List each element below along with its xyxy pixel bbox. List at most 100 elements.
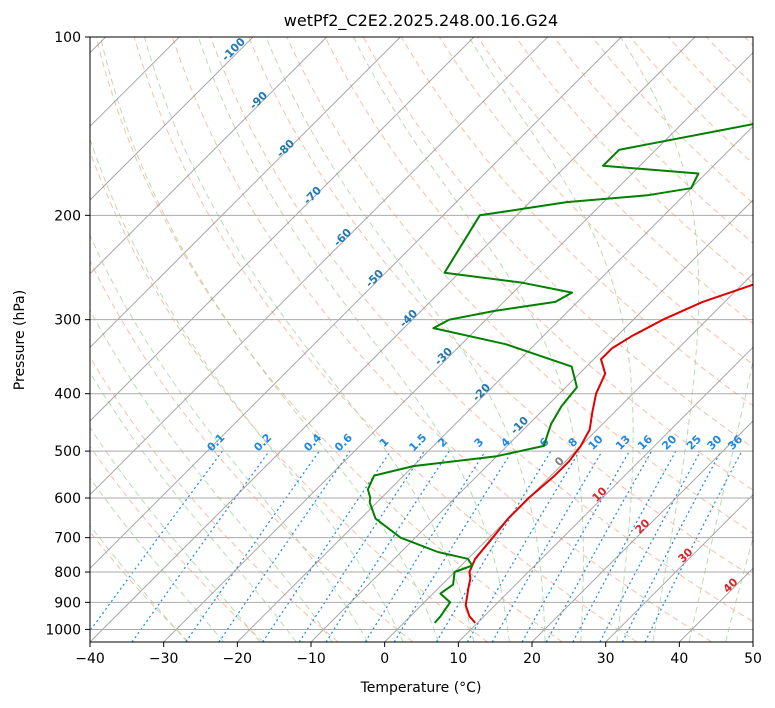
mixing-ratio-label: 16 xyxy=(635,432,655,452)
isotherms xyxy=(90,37,753,642)
isotherm-line xyxy=(90,37,254,201)
dry-adiabat xyxy=(90,356,339,642)
mixing-ratio-label: 8 xyxy=(566,435,581,450)
isotherm-label: -50 xyxy=(363,267,386,290)
x-axis-ticks: −40 −30 −20 −10 0 10 20 30 40 50 xyxy=(75,642,762,667)
moist-adiabat xyxy=(265,37,546,642)
mixing-ratio-line xyxy=(621,450,722,642)
mixing-ratio-line xyxy=(393,450,513,642)
moist-adiabat xyxy=(468,37,634,642)
mixing-ratio-line xyxy=(599,450,702,642)
mixing-ratio-line xyxy=(298,450,425,642)
x-tick-label: 40 xyxy=(670,651,688,667)
moist-adiabat xyxy=(100,37,439,642)
isotherm-line xyxy=(163,51,753,642)
plot-area: -100-90-80-70-60-50-40-30-20-10010203040… xyxy=(90,37,753,642)
dry-adiabat xyxy=(286,37,753,534)
isotherm-label: -80 xyxy=(274,137,297,160)
mixing-ratio-label: 10 xyxy=(586,432,606,452)
dry-adiabat xyxy=(95,37,563,642)
dry-adiabat xyxy=(171,37,712,642)
mixing-ratio-line xyxy=(545,450,653,642)
y-tick-label: 800 xyxy=(54,565,81,581)
isotherm-line xyxy=(90,37,622,570)
isotherm-label: -10 xyxy=(508,414,531,437)
mixing-ratio-line xyxy=(364,450,486,642)
moist-adiabat xyxy=(620,37,700,642)
mixing-ratio-line xyxy=(521,450,631,642)
x-tick-label: −20 xyxy=(223,651,253,667)
mixing-ratio-lines xyxy=(90,450,743,642)
isotherm-label: 20 xyxy=(633,516,653,536)
dry-adiabat xyxy=(90,259,414,642)
y-tick-label: 400 xyxy=(54,387,81,403)
dry-adiabat xyxy=(90,445,264,642)
y-tick-label: 600 xyxy=(54,491,81,507)
moist-adiabat xyxy=(688,358,753,642)
mixing-ratio-label: 13 xyxy=(613,433,633,453)
x-tick-label: 30 xyxy=(597,651,615,667)
x-axis-label: Temperature (°C) xyxy=(360,680,482,696)
dry-adiabat xyxy=(553,37,753,244)
moist-adiabat xyxy=(90,477,225,642)
profile-series xyxy=(366,123,753,624)
isotherm-label: -40 xyxy=(397,307,420,330)
dry-adiabat xyxy=(324,37,753,491)
isotherm-line xyxy=(752,641,753,642)
isotherm-line xyxy=(384,272,753,642)
isotherm-line xyxy=(90,37,328,275)
chart-title: wetPf2_C2E2.2025.248.00.16.G24 xyxy=(284,11,558,31)
mixing-ratio-label: 30 xyxy=(705,432,725,452)
dry-adiabat xyxy=(133,37,638,642)
mixing-ratio-label: 1 xyxy=(377,435,392,450)
y-tick-label: 300 xyxy=(54,313,81,329)
dry-adiabat xyxy=(248,37,753,578)
x-tick-label: −10 xyxy=(296,651,326,667)
dry-adiabats xyxy=(90,37,753,642)
dewpoint-profile-line xyxy=(366,123,753,624)
isotherm-line xyxy=(90,37,549,496)
dry-adiabat xyxy=(210,37,753,623)
mixing-ratio-line xyxy=(466,450,580,642)
moist-adiabat xyxy=(90,137,404,642)
mixing-ratio-label: 3 xyxy=(472,435,487,450)
mixing-ratio-line xyxy=(644,450,743,642)
isotherm-line xyxy=(310,199,753,642)
pressure-gridlines xyxy=(90,37,753,630)
isotherm-line xyxy=(90,37,696,642)
moist-adiabat xyxy=(90,234,369,642)
mixing-ratio-line xyxy=(90,450,223,632)
isotherm-line xyxy=(457,346,753,642)
mixing-ratio-line xyxy=(491,450,603,642)
x-tick-label: −30 xyxy=(149,651,179,667)
moist-adiabat xyxy=(197,37,510,642)
isotherm-label: -70 xyxy=(301,184,324,207)
isotherm-label: 40 xyxy=(721,575,741,595)
isotherm-label: 10 xyxy=(590,484,610,504)
dry-adiabat xyxy=(515,37,753,284)
x-tick-label: 0 xyxy=(380,651,389,667)
mixing-ratio-label: 36 xyxy=(725,432,745,452)
mixing-ratio-line xyxy=(325,450,450,642)
moist-adiabat xyxy=(90,426,261,642)
y-tick-label: 900 xyxy=(54,595,81,611)
mixing-ratio-line xyxy=(185,450,320,642)
y-tick-label: 500 xyxy=(54,444,81,460)
x-tick-label: 10 xyxy=(449,651,467,667)
isotherm-line xyxy=(531,420,753,642)
dry-adiabat xyxy=(90,531,190,642)
isotherm-label: -60 xyxy=(331,226,354,249)
plot-frame xyxy=(89,36,754,643)
mixing-ratio-line xyxy=(435,450,552,642)
x-tick-label: 50 xyxy=(744,651,762,667)
isotherm-label: -30 xyxy=(432,345,455,368)
y-tick-label: 200 xyxy=(54,208,81,224)
moist-adiabat xyxy=(90,308,333,642)
y-axis-ticks: 100 200 300 400 500 600 700 800 900 1000 xyxy=(45,30,90,638)
dry-adiabat xyxy=(90,150,488,642)
moist-adiabats xyxy=(90,37,753,642)
isotherm-line xyxy=(90,37,475,422)
isotherm-label: -90 xyxy=(247,89,270,112)
x-tick-label: 20 xyxy=(523,651,541,667)
